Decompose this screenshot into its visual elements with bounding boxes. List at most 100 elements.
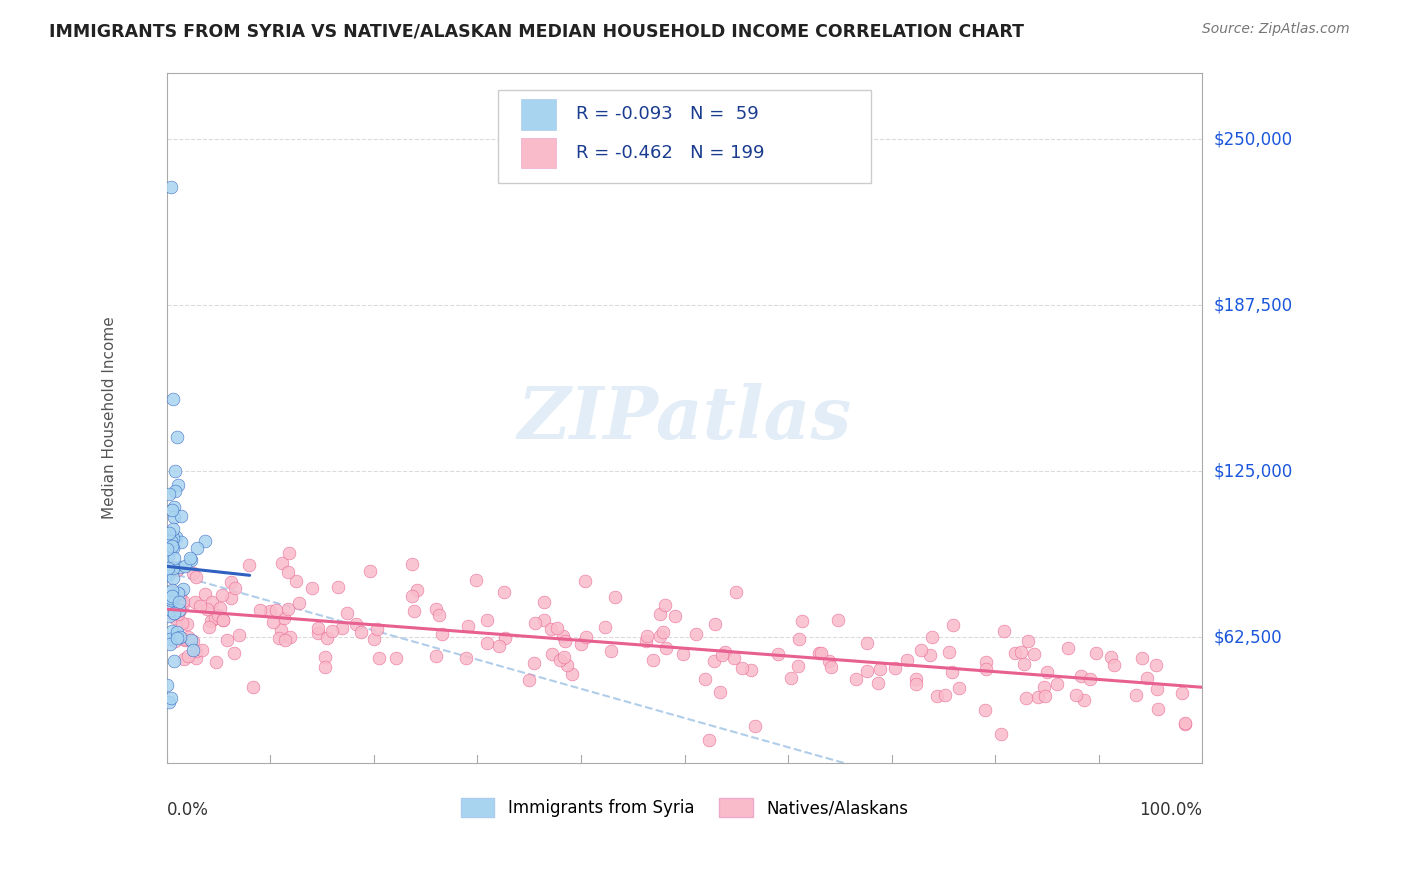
Point — [1015, 691, 1038, 706]
Point — [993, 624, 1015, 639]
Point — [165, 633, 187, 648]
Point — [427, 607, 450, 622]
Point — [205, 655, 228, 669]
Point — [1130, 651, 1153, 665]
Point — [194, 586, 217, 600]
Point — [401, 589, 423, 603]
Point — [664, 608, 686, 623]
Point — [454, 651, 477, 665]
Point — [242, 681, 264, 695]
Point — [1017, 634, 1039, 648]
Point — [1033, 689, 1056, 703]
Point — [173, 558, 195, 573]
Point — [217, 633, 239, 648]
Point — [159, 584, 181, 599]
Text: Median Household Income: Median Household Income — [103, 317, 117, 519]
Point — [159, 637, 181, 651]
Point — [163, 607, 186, 621]
Point — [1125, 688, 1147, 702]
Point — [1035, 665, 1057, 680]
Point — [162, 561, 184, 575]
Point — [160, 624, 183, 639]
Point — [186, 541, 208, 555]
Point — [169, 603, 191, 617]
Point — [494, 585, 516, 599]
Point — [693, 672, 716, 686]
Point — [198, 620, 221, 634]
Text: 100.0%: 100.0% — [1139, 801, 1202, 819]
Point — [709, 685, 731, 699]
Point — [321, 624, 343, 639]
Point — [1057, 640, 1080, 655]
Point — [918, 648, 941, 662]
Point — [264, 603, 287, 617]
Point — [162, 392, 184, 407]
Point — [367, 651, 389, 665]
Point — [172, 594, 194, 608]
Point — [156, 561, 179, 575]
Point — [163, 509, 186, 524]
Point — [222, 646, 245, 660]
Point — [1004, 646, 1026, 660]
Point — [1085, 646, 1108, 660]
Point — [270, 556, 292, 570]
Point — [941, 665, 963, 680]
Point — [548, 653, 571, 667]
Point — [896, 653, 918, 667]
Point — [561, 666, 583, 681]
Point — [157, 695, 180, 709]
Point — [212, 613, 235, 627]
Point — [156, 568, 179, 582]
Text: $250,000: $250,000 — [1213, 130, 1292, 148]
Point — [820, 660, 842, 674]
Point — [166, 430, 188, 444]
Point — [184, 651, 207, 665]
Point — [183, 595, 205, 609]
Point — [494, 632, 516, 646]
Point — [1135, 671, 1157, 685]
Point — [307, 626, 329, 640]
Point — [273, 632, 295, 647]
Point — [157, 526, 180, 541]
Point — [385, 650, 408, 665]
Point — [167, 607, 190, 622]
Point — [430, 627, 453, 641]
Point — [195, 602, 218, 616]
Point — [176, 648, 198, 663]
Point — [648, 607, 671, 621]
Point — [163, 606, 186, 620]
Point — [170, 615, 193, 630]
Point — [204, 611, 226, 625]
Point — [169, 587, 191, 601]
Point — [277, 546, 299, 560]
Point — [219, 591, 242, 605]
Point — [167, 594, 190, 608]
Point — [731, 661, 754, 675]
Point — [177, 630, 200, 644]
Point — [156, 678, 179, 692]
Point — [160, 560, 183, 574]
Point — [425, 649, 447, 664]
Point — [704, 617, 727, 632]
Point — [207, 608, 229, 623]
Point — [925, 689, 948, 703]
Point — [285, 574, 308, 588]
Point — [942, 617, 965, 632]
Point — [1146, 681, 1168, 696]
Point — [167, 594, 190, 608]
Point — [1064, 688, 1087, 702]
Point — [488, 639, 510, 653]
Point — [934, 688, 956, 702]
Point — [974, 655, 997, 669]
Point — [593, 620, 616, 634]
Point — [723, 651, 745, 665]
Point — [475, 636, 498, 650]
Point — [402, 604, 425, 618]
Point — [167, 478, 190, 492]
Point — [905, 673, 928, 687]
Point — [163, 484, 186, 499]
Point — [827, 613, 849, 627]
Point — [184, 570, 207, 584]
Point — [159, 591, 181, 605]
Point — [160, 603, 183, 617]
